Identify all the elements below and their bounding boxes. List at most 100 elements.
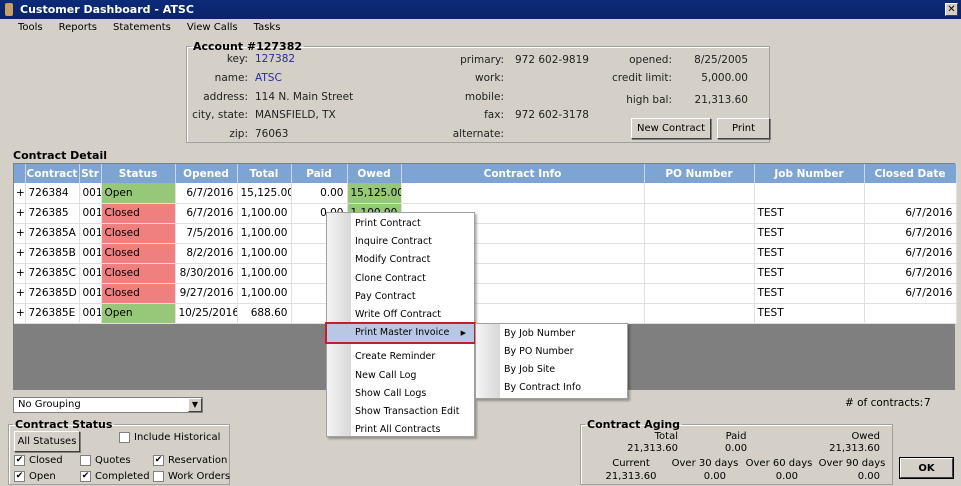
checkbox-closed[interactable]: ✔ Closed bbox=[14, 455, 63, 466]
high-bal-label: high bal: bbox=[626, 94, 672, 106]
menu-tasks[interactable]: Tasks bbox=[253, 22, 281, 33]
table-row[interactable]: +726385B001Closed8/2/20161,100.000TEST6/… bbox=[14, 243, 957, 264]
contract-aging-title: Contract Aging bbox=[587, 418, 681, 431]
menu-item-show-transaction-edit[interactable]: Show Transaction Edit bbox=[327, 403, 474, 421]
account-panel: Account #127382 bbox=[186, 40, 770, 143]
menu-item-print-contract[interactable]: Print Contract bbox=[327, 215, 474, 233]
submenu-item-by-job-number[interactable]: By Job Number bbox=[504, 328, 575, 339]
table-row[interactable]: +726385D001Closed9/27/20161,100.000TEST6… bbox=[14, 283, 957, 304]
cell-total: 1,100.00 bbox=[237, 263, 292, 284]
expand-icon[interactable]: + bbox=[14, 223, 26, 244]
column-header-str[interactable]: Str bbox=[79, 164, 102, 183]
column-header-paid[interactable]: Paid bbox=[291, 164, 348, 183]
aging-over90-value: 0.00 bbox=[857, 471, 880, 482]
menu-view-calls[interactable]: View Calls bbox=[186, 22, 238, 33]
cell-status: Open bbox=[101, 183, 176, 204]
table-row[interactable]: +726385C001Closed8/30/20161,100.000TEST6… bbox=[14, 263, 957, 284]
submenu-item-by-contract-info[interactable]: By Contract Info bbox=[504, 382, 582, 393]
expand-icon[interactable]: + bbox=[14, 243, 26, 264]
checkbox-label: Reservation bbox=[168, 455, 228, 466]
checkbox-open[interactable]: ✔ Open bbox=[14, 471, 56, 482]
column-header-closed-date[interactable]: Closed Date bbox=[864, 164, 957, 183]
aging-current-label: Current bbox=[612, 458, 650, 469]
all-statuses-button[interactable]: All Statuses bbox=[14, 431, 80, 452]
cell-opened: 10/25/2016 bbox=[175, 303, 238, 324]
aging-paid-value: 0.00 bbox=[724, 443, 748, 454]
checkbox-box[interactable]: ✔ bbox=[80, 471, 91, 482]
cell-total: 1,100.00 bbox=[237, 223, 292, 244]
menu-item-show-call-logs[interactable]: Show Call Logs bbox=[327, 385, 474, 403]
expand-icon[interactable]: + bbox=[14, 183, 26, 204]
print-button[interactable]: Print bbox=[717, 118, 770, 139]
column-header-job-number[interactable]: Job Number bbox=[754, 164, 865, 183]
column-header-contract-info[interactable]: Contract Info bbox=[401, 164, 645, 183]
include-historical-checkbox[interactable]: Include Historical bbox=[119, 432, 220, 443]
menu-item-label: Pay Contract bbox=[355, 290, 416, 302]
aging-over30-label: Over 30 days bbox=[671, 458, 739, 469]
menu-tools[interactable]: Tools bbox=[18, 22, 43, 33]
menu-item-print-master-invoice[interactable]: Print Master Invoice ▶ bbox=[325, 322, 476, 345]
mobile-label: mobile: bbox=[464, 91, 504, 103]
menu-item-inquire-contract[interactable]: Inquire Contract bbox=[327, 233, 474, 251]
address-value: 114 N. Main Street bbox=[255, 91, 354, 103]
checkbox-box[interactable]: ✔ bbox=[14, 455, 25, 466]
cell-po bbox=[644, 263, 755, 284]
menu-reports[interactable]: Reports bbox=[58, 22, 97, 33]
table-row[interactable]: +726384 001 Open 6/7/2016 15,125.00 0.00 15,12… bbox=[14, 183, 957, 204]
context-menu: Print Contract Inquire Contract Modify Con… bbox=[325, 212, 476, 439]
cell-closed: 6/7/2016 bbox=[864, 203, 957, 224]
table-row[interactable]: +726385001Closed6/7/20161,100.000.001,10… bbox=[14, 203, 957, 224]
address-label: address: bbox=[203, 91, 248, 103]
window-title: Customer Dashboard - ATSC bbox=[20, 3, 194, 16]
column-header-total[interactable]: Total bbox=[237, 164, 292, 183]
menu-item-modify-contract[interactable]: Modify Contract bbox=[327, 251, 474, 269]
new-contract-button[interactable]: New Contract bbox=[631, 118, 711, 139]
cell-status: Open bbox=[101, 303, 176, 324]
menu-item-clone-contract[interactable]: Clone Contract bbox=[327, 270, 474, 288]
checkbox-box[interactable]: ✔ bbox=[153, 455, 164, 466]
checkbox-quotes[interactable]: Quotes bbox=[80, 455, 131, 466]
submenu-item-by-job-site[interactable]: By Job Site bbox=[504, 364, 556, 375]
expand-icon[interactable]: + bbox=[14, 203, 26, 224]
cell-str: 001 bbox=[79, 263, 102, 284]
grouping-select[interactable]: No Grouping ▼ bbox=[13, 397, 203, 413]
column-header-status[interactable]: Status bbox=[101, 164, 176, 183]
checkbox-box[interactable] bbox=[119, 432, 130, 443]
checkbox-label: Work Orders bbox=[168, 471, 231, 482]
submenu-item-by-po-number[interactable]: By PO Number bbox=[504, 346, 574, 357]
cell-job: TEST bbox=[754, 223, 865, 244]
table-row[interactable]: +726385A001Closed7/5/20161,100.000TEST6/… bbox=[14, 223, 957, 244]
checkbox-reservation[interactable]: ✔ Reservation bbox=[153, 455, 227, 466]
checkbox-work-orders[interactable]: Work Orders bbox=[153, 471, 230, 482]
zip-value: 76063 bbox=[255, 128, 289, 140]
menu-statements[interactable]: Statements bbox=[113, 22, 171, 33]
menu-item-create-reminder[interactable]: Create Reminder bbox=[327, 348, 474, 366]
column-header-opened[interactable]: Opened bbox=[175, 164, 238, 183]
checkbox-box[interactable]: ✔ bbox=[14, 471, 25, 482]
cell-total: 1,100.00 bbox=[237, 283, 292, 304]
column-header-po-number[interactable]: PO Number bbox=[644, 164, 755, 183]
name-value[interactable]: ATSC bbox=[255, 72, 282, 84]
checkbox-box[interactable] bbox=[80, 455, 91, 466]
close-button[interactable]: ✕ bbox=[945, 3, 958, 16]
checkbox-completed[interactable]: ✔ Completed bbox=[80, 471, 150, 482]
cell-po bbox=[644, 183, 755, 204]
grouping-value: No Grouping bbox=[18, 399, 81, 410]
key-value[interactable]: 127382 bbox=[255, 53, 296, 65]
cell-closed: 6/7/2016 bbox=[864, 283, 957, 304]
menu-item-new-call-log[interactable]: New Call Log bbox=[327, 367, 474, 385]
menu-item-label: Clone Contract bbox=[355, 272, 426, 284]
checkbox-label: Open bbox=[29, 471, 56, 482]
expand-icon[interactable]: + bbox=[14, 283, 26, 304]
chevron-down-icon[interactable]: ▼ bbox=[188, 398, 202, 412]
checkbox-box[interactable] bbox=[153, 471, 164, 482]
menu-item-pay-contract[interactable]: Pay Contract bbox=[327, 288, 474, 306]
menu-item-print-all-contracts[interactable]: Print All Contracts bbox=[327, 421, 474, 439]
ok-button[interactable]: OK bbox=[899, 457, 954, 479]
menu-item-write-off-contract[interactable]: Write Off Contract bbox=[327, 306, 474, 324]
expand-icon[interactable]: + bbox=[14, 263, 26, 284]
column-header-contract[interactable]: Contract bbox=[25, 164, 80, 183]
column-header-owed[interactable]: Owed bbox=[347, 164, 402, 183]
expand-icon[interactable]: + bbox=[14, 303, 26, 324]
